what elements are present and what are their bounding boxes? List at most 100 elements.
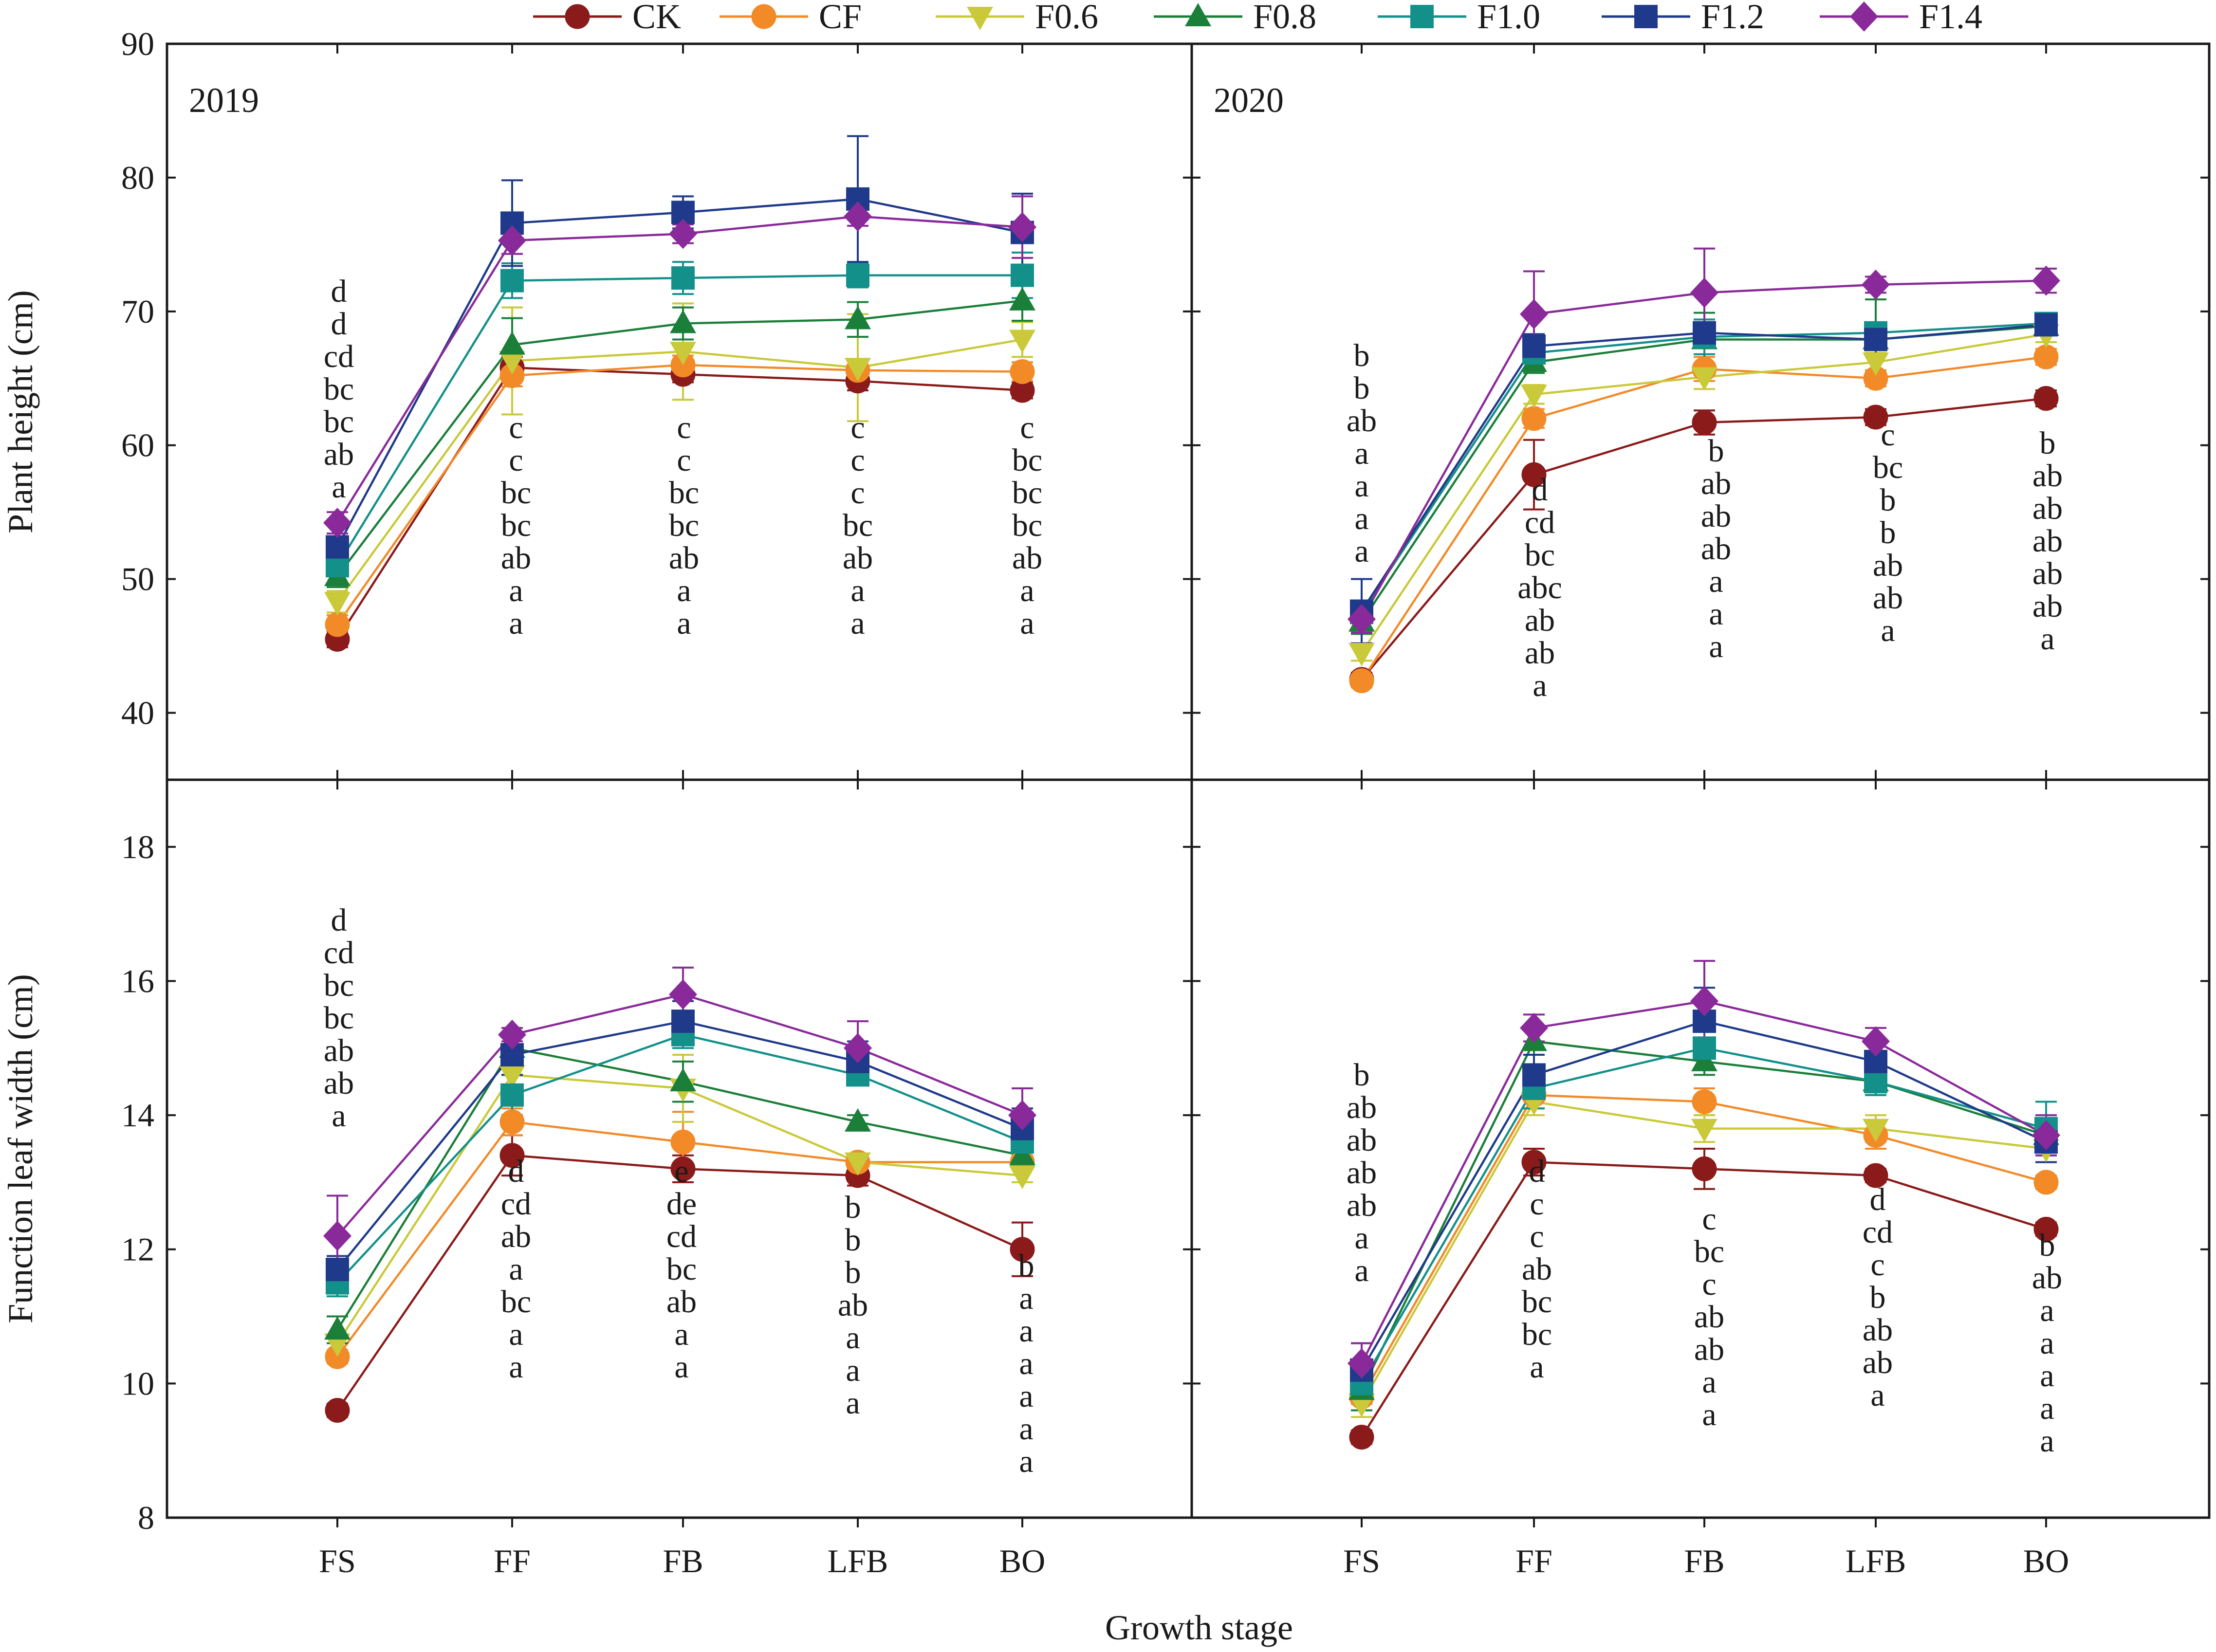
legend-label: F0.6 xyxy=(1035,0,1098,36)
point-F1.0-LFB xyxy=(1864,1070,1887,1094)
significance-letter: b xyxy=(1354,370,1370,406)
significance-letter: ab xyxy=(2032,523,2063,559)
significance-letter: a xyxy=(2040,1358,2054,1394)
significance-letter: b xyxy=(1880,482,1896,518)
x-axis-title: Growth stage xyxy=(1105,1608,1293,1647)
significance-letter: ab xyxy=(1873,548,1903,583)
significance-letter: cd xyxy=(324,339,354,374)
point-CK-FB xyxy=(670,1156,696,1181)
point-F0.6-FB xyxy=(670,342,696,366)
y-tick-label: 70 xyxy=(121,293,154,330)
legend-marker-F0.6 xyxy=(967,7,993,30)
point-CK-FB xyxy=(1692,1156,1717,1181)
point-F0.8-FB xyxy=(670,310,696,333)
significance-letter: a xyxy=(2040,1293,2054,1328)
significance-letter: c xyxy=(850,475,865,511)
significance-letter: ab xyxy=(1863,1312,1893,1348)
x-tick-label: FS xyxy=(319,1542,356,1579)
legend-label: F1.2 xyxy=(1701,0,1764,36)
significance-letter: ab xyxy=(1347,1122,1377,1158)
significance-letter: a xyxy=(509,573,523,608)
point-F1.2-FS xyxy=(326,1258,349,1282)
legend-item-F0.6: F0.6 xyxy=(936,0,1098,36)
point-F1.4-FF xyxy=(498,225,526,256)
point-F1.4-BO xyxy=(2032,1120,2060,1151)
point-F1.4-LFB xyxy=(1862,1026,1890,1057)
significance-letter: c xyxy=(1530,1219,1544,1254)
significance-letter: a xyxy=(509,606,523,641)
significance-letter: a xyxy=(1020,573,1034,608)
significance-letter: bc xyxy=(1012,442,1042,478)
point-CF-BO xyxy=(1010,359,1035,385)
point-F1.4-FB xyxy=(669,219,697,249)
significance-letter: d xyxy=(1532,472,1548,508)
y-tick-label: 12 xyxy=(121,1231,154,1268)
significance-letter: a xyxy=(850,606,865,641)
point-F1.2-FB xyxy=(671,1010,695,1033)
point-F1.0-LFB xyxy=(846,263,869,287)
point-CK-FS xyxy=(1349,1425,1374,1450)
significance-letter: a xyxy=(1354,1220,1368,1256)
significance-letter: d xyxy=(508,1154,524,1189)
significance-letter: ab xyxy=(1694,1299,1724,1335)
point-F1.4-FB xyxy=(669,979,697,1010)
point-F1.2-FS xyxy=(326,535,349,559)
significance-letter: c xyxy=(1702,1201,1716,1237)
legend-marker-CK xyxy=(565,4,590,29)
significance-letter: bc xyxy=(1522,1284,1552,1320)
significance-letter: b xyxy=(845,1255,861,1290)
legend-label: CF xyxy=(819,0,862,36)
significance-letter: ab xyxy=(2032,491,2063,526)
significance-letter: a xyxy=(1709,564,1723,599)
significance-letter: ab xyxy=(324,437,354,472)
significance-letter: ab xyxy=(324,1033,354,1068)
significance-letter: bc xyxy=(843,508,873,543)
significance-letter: a xyxy=(1870,1377,1884,1413)
significance-letter: b xyxy=(1354,1057,1370,1093)
significance-letter: c xyxy=(677,410,691,445)
significance-letter: abc xyxy=(1517,570,1562,606)
x-tick-label: FS xyxy=(1343,1542,1380,1579)
point-CK-FF xyxy=(1521,462,1547,487)
significance-letter: a xyxy=(1881,613,1895,648)
significance-letter: b xyxy=(1708,433,1724,469)
point-F0.6-FS xyxy=(1348,642,1375,666)
y-tick-label: 18 xyxy=(121,828,154,865)
significance-letter: ab xyxy=(1701,531,1731,567)
point-F0.8-LFB xyxy=(845,306,871,330)
legend-label: CK xyxy=(632,0,681,36)
point-F1.4-FS xyxy=(323,1221,351,1251)
point-F1.2-FF xyxy=(1522,1063,1546,1087)
significance-letter: bc xyxy=(324,404,354,440)
significance-letter: bc xyxy=(1012,508,1042,543)
y-tick-label: 80 xyxy=(121,159,154,196)
significance-letter: d xyxy=(331,902,347,938)
point-F0.6-LFB xyxy=(845,1152,871,1176)
significance-letter: ab xyxy=(1694,1332,1724,1367)
significance-letter: ab xyxy=(1347,1155,1377,1191)
point-F0.6-FF xyxy=(499,351,525,375)
significance-letter: bc xyxy=(501,508,531,543)
significance-letter: a xyxy=(1354,1253,1368,1288)
significance-letter: bc xyxy=(1012,475,1042,511)
significance-letter: a xyxy=(1533,668,1547,703)
x-tick-label: BO xyxy=(999,1542,1045,1579)
point-F0.8-BO xyxy=(1009,287,1035,311)
significance-letter: a xyxy=(509,1317,523,1352)
y-tick-label: 60 xyxy=(121,427,154,464)
significance-letter: ab xyxy=(2032,556,2063,591)
point-CF-BO xyxy=(2033,1170,2059,1195)
y-tick-label: 50 xyxy=(121,561,154,598)
significance-letter: bc xyxy=(1694,1234,1724,1269)
legend-item-F1.4: F1.4 xyxy=(1820,0,1982,36)
x-tick-label: LFB xyxy=(1846,1542,1906,1579)
significance-letter: a xyxy=(1354,436,1368,471)
point-CF-FS xyxy=(325,612,350,637)
point-F0.8-FS xyxy=(324,1316,351,1340)
legend-marker-F1.2 xyxy=(1634,5,1658,28)
significance-letter: d xyxy=(331,274,347,309)
significance-letter: ab xyxy=(1701,498,1731,534)
significance-letter: a xyxy=(1019,1411,1033,1447)
point-CK-FF xyxy=(1521,1150,1547,1175)
significance-letter: b xyxy=(1354,338,1370,373)
